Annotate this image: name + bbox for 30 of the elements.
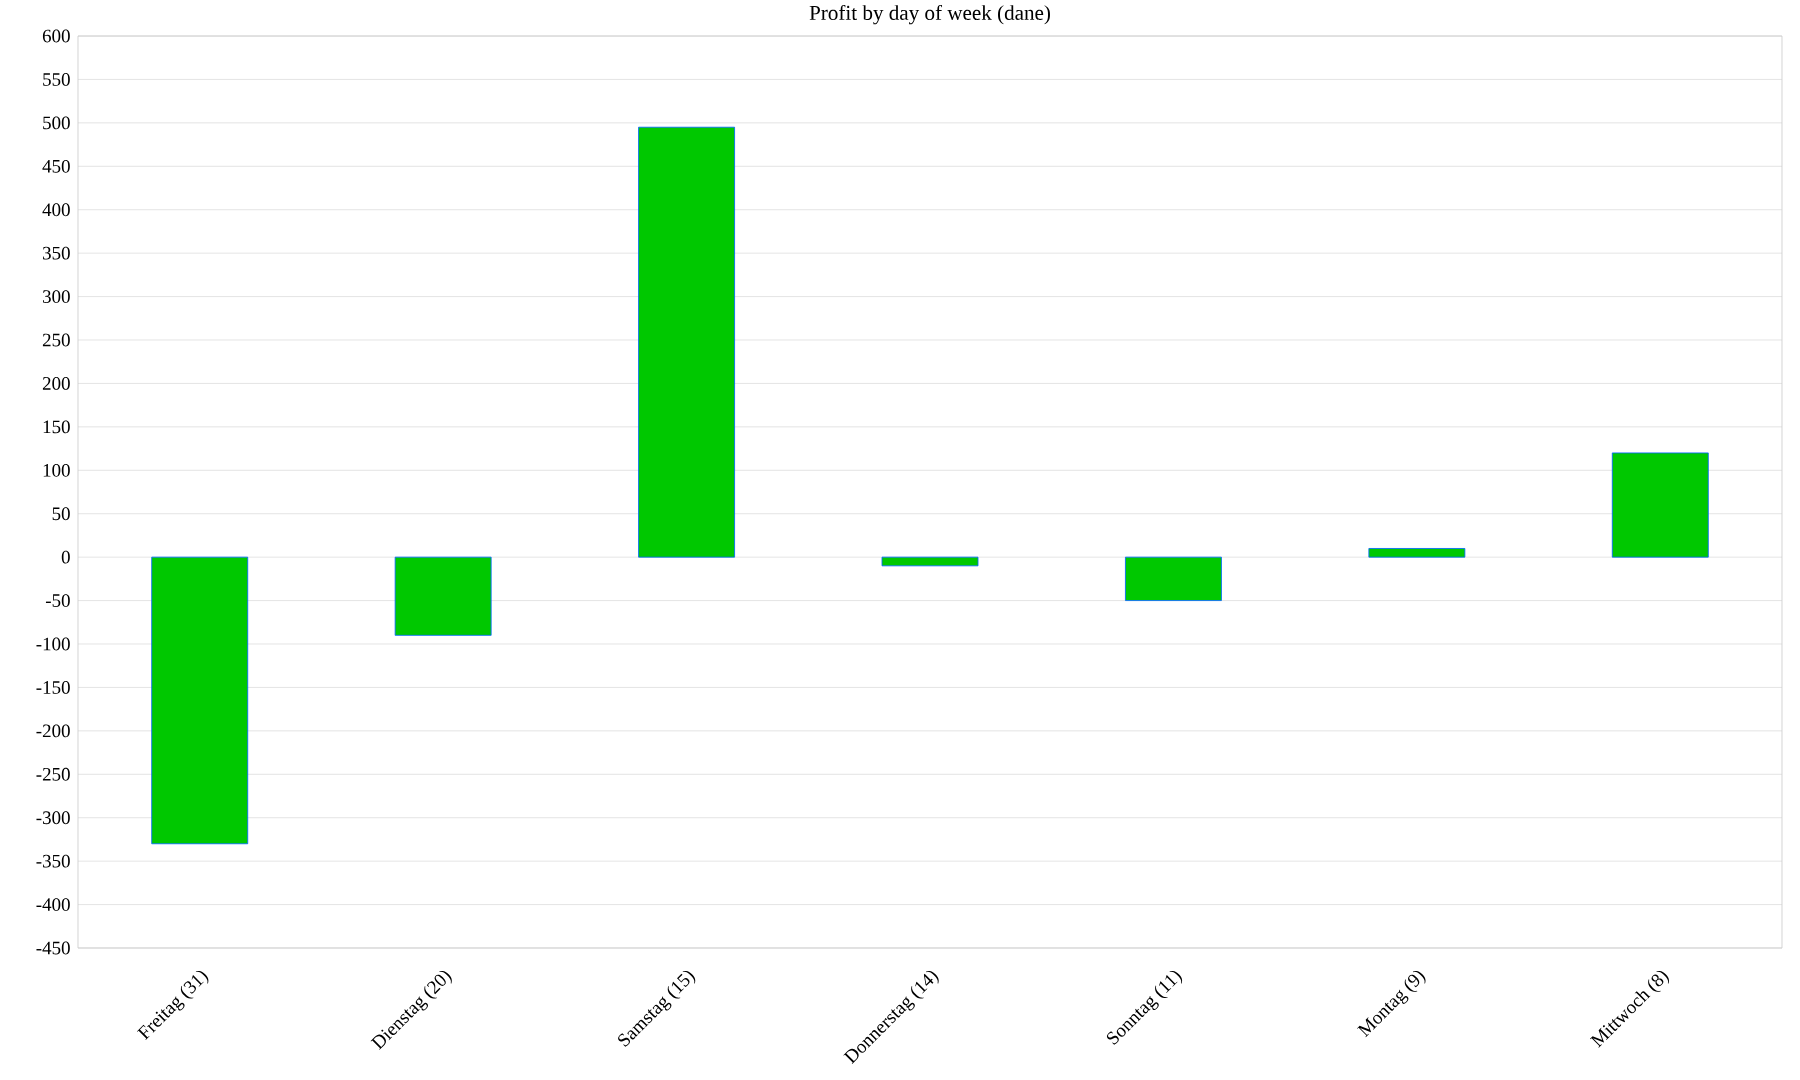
y-tick-label: -150 — [36, 681, 70, 694]
bar — [394, 556, 492, 636]
bar — [1611, 452, 1709, 558]
y-tick-label: -250 — [36, 767, 70, 781]
y-tick-label: 150 — [43, 420, 70, 434]
y-tick-label: 550 — [43, 73, 70, 86]
y-tick-label: 50 — [52, 507, 70, 521]
bar — [881, 556, 979, 567]
chart-title: Profit by day of week (dane) — [809, 4, 1050, 25]
y-tick-label: 600 — [42, 29, 70, 43]
y-tick-label: -200 — [36, 724, 70, 738]
y-tick-label: 0 — [61, 550, 70, 564]
bar — [151, 556, 249, 845]
y-tick-label: -450 — [36, 941, 70, 955]
y-tick-label: 400 — [42, 203, 70, 217]
y-tick-label: 450 — [42, 159, 70, 173]
y-tick-label: -300 — [36, 811, 70, 825]
y-tick-label: 300 — [42, 290, 70, 303]
y-tick-label: 200 — [42, 377, 70, 390]
y-tick-label: 500 — [43, 116, 70, 130]
y-tick-label: -350 — [36, 854, 70, 868]
bar — [1368, 548, 1466, 558]
bar — [1125, 556, 1222, 601]
y-tick-label: 100 — [43, 463, 70, 477]
y-tick-label: 350 — [42, 246, 70, 260]
y-tick-label: -400 — [36, 898, 70, 911]
y-tick-label: 250 — [42, 333, 70, 347]
y-tick-label: -100 — [36, 637, 70, 651]
bar — [638, 126, 735, 558]
y-tick-label: -50 — [45, 594, 70, 607]
